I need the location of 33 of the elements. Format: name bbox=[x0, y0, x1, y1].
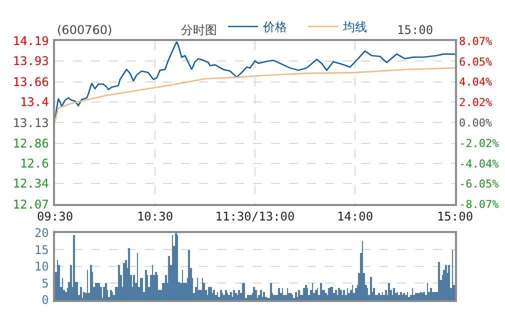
y-tick-label: 20 bbox=[34, 226, 49, 240]
y2-tick-label: 6.05% bbox=[459, 55, 492, 68]
y-tick-label: 13.4 bbox=[20, 95, 49, 109]
chart-subtitle: 分时图 bbox=[181, 23, 217, 37]
y-tick-label: 12.07 bbox=[12, 197, 49, 212]
legend-label: 价格 bbox=[262, 20, 287, 34]
y2-tick-label: 4.04% bbox=[459, 76, 492, 89]
y-tick-label: 12.6 bbox=[20, 156, 49, 171]
x-tick-label: 11:30/13:00 bbox=[215, 209, 295, 224]
y-tick-label: 13.66 bbox=[12, 74, 49, 89]
x-tick-label: 09:30 bbox=[36, 209, 74, 224]
y-tick-label: 15 bbox=[34, 242, 49, 257]
y-tick-label: 12.86 bbox=[12, 136, 49, 151]
y-tick-label: 0 bbox=[42, 293, 49, 308]
x-tick-label: 10:30 bbox=[136, 209, 174, 224]
x-tick-label: 15:00 bbox=[436, 209, 474, 224]
y-tick-label: 14.19 bbox=[12, 34, 49, 48]
y-tick-label: 5 bbox=[42, 276, 49, 290]
y2-tick-label: 2.02% bbox=[459, 96, 492, 110]
x-tick-label: 14:00 bbox=[336, 209, 374, 224]
legend-label: 均线 bbox=[342, 20, 367, 34]
y2-tick-label: -8.07% bbox=[459, 198, 500, 212]
chart-title: (600760) bbox=[57, 23, 112, 37]
y2-tick-label: -4.04% bbox=[459, 157, 500, 170]
text: 15:00 bbox=[397, 23, 434, 37]
y2-tick-label: 0.00% bbox=[459, 116, 492, 130]
y-tick-label: 13.13 bbox=[12, 116, 49, 130]
y-tick-label: 13.93 bbox=[12, 54, 49, 68]
y2-tick-label: -6.05% bbox=[459, 178, 500, 191]
y-tick-label: 10 bbox=[34, 260, 49, 274]
y-tick-label: 12.34 bbox=[12, 176, 49, 191]
y2-tick-label: -2.02% bbox=[459, 136, 500, 150]
y2-tick-label: 8.07% bbox=[459, 34, 492, 48]
